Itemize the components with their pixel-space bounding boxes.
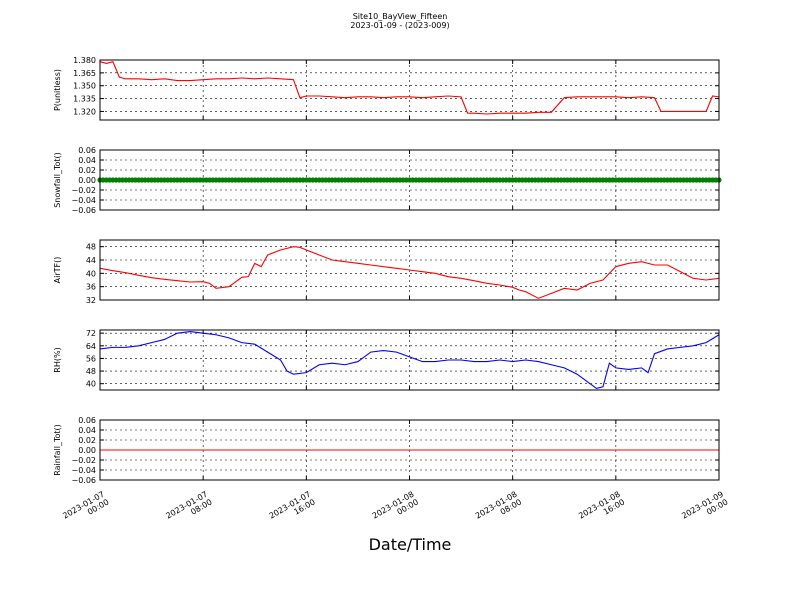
y-axis-label: Snowfall_Tot() bbox=[53, 152, 62, 208]
panel-1: 1.380 1.365 1.350 1.335 1.320 P(unitless) bbox=[53, 56, 720, 121]
y-tick-label: 44 bbox=[86, 256, 96, 265]
y-tick-label: −0.04 bbox=[71, 196, 96, 205]
y-tick-label: 0.02 bbox=[78, 166, 96, 175]
y-tick-label: 0.00 bbox=[78, 176, 96, 185]
y-axis-label: Rainfall_Tot() bbox=[53, 424, 62, 476]
series-line bbox=[99, 246, 720, 299]
y-tick-label: 1.320 bbox=[73, 107, 96, 116]
y-tick-label: 72 bbox=[86, 329, 96, 338]
y-tick-label: −0.02 bbox=[71, 186, 96, 195]
y-tick-label: 0.04 bbox=[78, 156, 96, 165]
y-tick-label: 40 bbox=[86, 380, 96, 389]
y-tick-label: 32 bbox=[86, 296, 96, 305]
panel-frame bbox=[99, 149, 720, 211]
x-tick-label: 2023-01-0816:00 bbox=[577, 490, 626, 529]
y-tick-label: 56 bbox=[86, 354, 96, 363]
panel-5: 0.060.040.020.00−0.02−0.04−0.06 Rainfall_… bbox=[53, 416, 720, 485]
x-tick-labels: 2023-01-0700:00 2023-01-0708:00 2023-01-07… bbox=[61, 490, 729, 529]
x-tick-label: 2023-01-0900:00 bbox=[680, 490, 729, 529]
x-tick-label: 2023-01-0716:00 bbox=[268, 490, 317, 529]
y-tick-label: 1.380 bbox=[73, 56, 96, 65]
panel-frame bbox=[99, 329, 720, 391]
y-tick-label: 1.365 bbox=[73, 69, 96, 78]
chart-subtitle: 2023-01-09 - (2023-009) bbox=[350, 21, 449, 30]
panel-frame bbox=[99, 59, 720, 121]
x-axis-label: Date/Time bbox=[369, 535, 452, 554]
y-tick-label: 0.02 bbox=[78, 436, 96, 445]
y-tick-label: 0.00 bbox=[78, 446, 96, 455]
series-line bbox=[99, 61, 720, 115]
panel-frame bbox=[99, 239, 720, 301]
y-axis-label: P(unitless) bbox=[53, 69, 62, 111]
y-tick-label: −0.02 bbox=[71, 456, 96, 465]
x-tick-label: 2023-01-0800:00 bbox=[371, 490, 420, 529]
y-tick-label: 48 bbox=[86, 243, 96, 252]
y-tick-label: −0.04 bbox=[71, 466, 96, 475]
y-axis-label: RH(%) bbox=[53, 347, 62, 372]
y-tick-label: −0.06 bbox=[71, 206, 96, 215]
y-tick-label: 48 bbox=[86, 367, 96, 376]
x-tick-label: 2023-01-0700:00 bbox=[61, 490, 110, 529]
y-tick-label: 36 bbox=[86, 283, 96, 292]
y-tick-label: 0.04 bbox=[78, 426, 96, 435]
y-tick-label: 1.335 bbox=[73, 95, 96, 104]
y-tick-label: −0.06 bbox=[71, 476, 96, 485]
y-tick-label: 40 bbox=[86, 269, 96, 278]
x-tick-label: 2023-01-0808:00 bbox=[474, 490, 523, 529]
y-tick-label: 64 bbox=[86, 342, 96, 351]
panel-3: 48 44 40 36 32 AirTF() bbox=[53, 239, 720, 305]
panel-2: 0.060.040.020.00−0.02−0.04−0.06 Snowfall_… bbox=[53, 146, 722, 215]
y-tick-label: 1.350 bbox=[73, 82, 96, 91]
x-tick-label: 2023-01-0708:00 bbox=[164, 490, 213, 529]
panel-4: 72 64 56 48 40 RH(%) bbox=[53, 329, 720, 391]
y-tick-label: 0.06 bbox=[78, 146, 96, 155]
series-points bbox=[97, 177, 722, 183]
series-line bbox=[99, 331, 720, 390]
panels: 1.380 1.365 1.350 1.335 1.320 P(unitless) 0.06… bbox=[53, 56, 722, 485]
chart-title: Site10_BayView_Fifteen bbox=[353, 12, 448, 21]
y-tick-label: 0.06 bbox=[78, 416, 96, 425]
panel-frame bbox=[99, 419, 720, 481]
y-axis-label: AirTF() bbox=[53, 257, 62, 284]
